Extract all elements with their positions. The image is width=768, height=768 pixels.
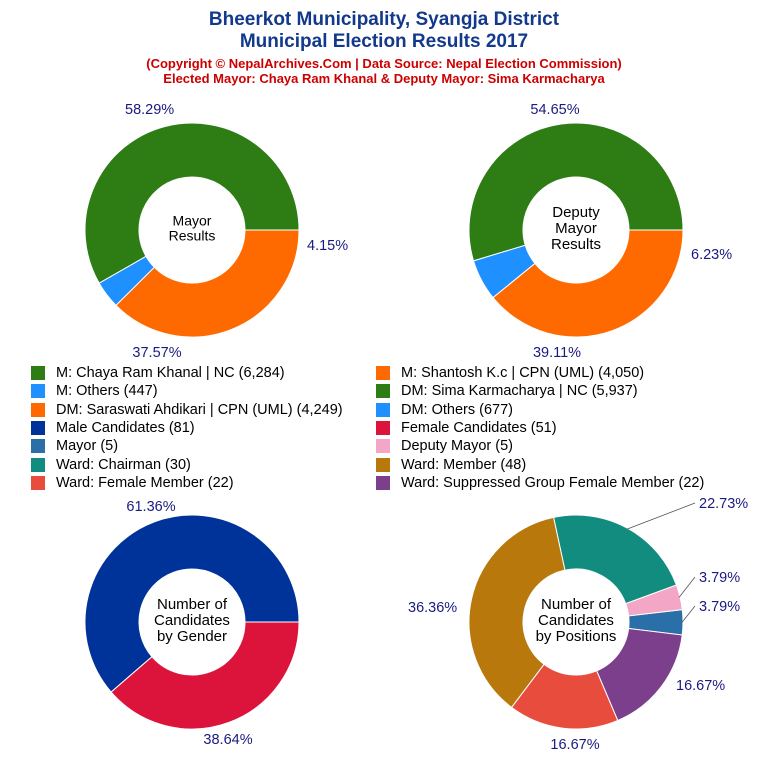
donut-3-percent-label-2: 38.64% xyxy=(203,732,252,748)
donut-4-percent-label-6: 16.67% xyxy=(676,678,725,694)
donut-4-percent-label-2: 3.79% xyxy=(699,570,740,586)
donut-2-percent-label-1: 54.65% xyxy=(530,102,579,118)
chart-title-line2: Municipal Election Results 2017 xyxy=(239,31,529,52)
donut-1-percent-label-1: 58.29% xyxy=(125,102,174,118)
donut-1-percent-label-2: 4.15% xyxy=(307,238,348,254)
donut-4-slice-4 xyxy=(468,516,566,709)
donut-4-percent-label-5: 16.67% xyxy=(550,737,599,753)
donut-3-slice-2 xyxy=(110,621,300,730)
donut-2-slice-3 xyxy=(492,229,684,338)
donut-4-leader-line-1 xyxy=(681,605,696,623)
chart-title: Bheerkot Municipality, Syangja District xyxy=(208,9,560,30)
donut-2-percent-label-2: 6.23% xyxy=(691,247,732,263)
donut-4-center-label: Number of Candidates by Positions xyxy=(536,596,617,645)
donut-2-slice-1 xyxy=(468,122,684,262)
donut-2-percent-label-3: 39.11% xyxy=(533,345,581,361)
donut-4-percent-label-3: 22.73% xyxy=(699,496,748,512)
donut-3-center-label: Number of Candidates by Gender xyxy=(154,596,230,645)
donut-2-center-label: Deputy Mayor Results xyxy=(551,204,601,253)
copyright-source-line: (Copyright © NepalArchives.Com | Data So… xyxy=(146,56,622,71)
chart-header: Bheerkot Municipality, Syangja District … xyxy=(0,0,768,86)
donut-4-percent-label-1: 3.79% xyxy=(699,599,740,615)
donut-3-hole xyxy=(139,569,245,675)
donut-1-slice-1 xyxy=(84,122,300,284)
donut-3-percent-label-1: 61.36% xyxy=(126,499,175,515)
donut-4-leader-line-2 xyxy=(678,576,696,598)
donut-chart-3: 61.36% 38.64% Number of Candidates by Gender xyxy=(84,499,300,748)
donut-4-percent-label-4: 36.36% xyxy=(408,600,457,616)
donut-chart-4: 3.79% 3.79% 22.73% 36.36% 16.67% 16.67% Number… xyxy=(408,496,748,753)
donut-4-slice-3 xyxy=(552,514,678,605)
donut-2-hole xyxy=(523,177,629,283)
donut-4-slice-6 xyxy=(596,627,683,722)
elected-officials-line: Elected Mayor: Chaya Ram Khanal & Deputy… xyxy=(163,71,605,86)
donut-chart-1: 58.29% 4.15% 37.57% Mayor Results xyxy=(84,102,348,361)
donut-3-slice-1 xyxy=(84,514,300,693)
donut-1-slice-3 xyxy=(115,229,300,338)
donut-4-leader-line-3 xyxy=(626,502,696,530)
donut-1-center-label: Mayor Results xyxy=(169,213,216,244)
donut-1-hole xyxy=(139,177,245,283)
donut-1-percent-label-3: 37.57% xyxy=(132,345,181,361)
donut-chart-2: 54.65% 6.23% 39.11% Deputy Mayor Results xyxy=(468,102,732,361)
donut-4-hole xyxy=(523,569,629,675)
